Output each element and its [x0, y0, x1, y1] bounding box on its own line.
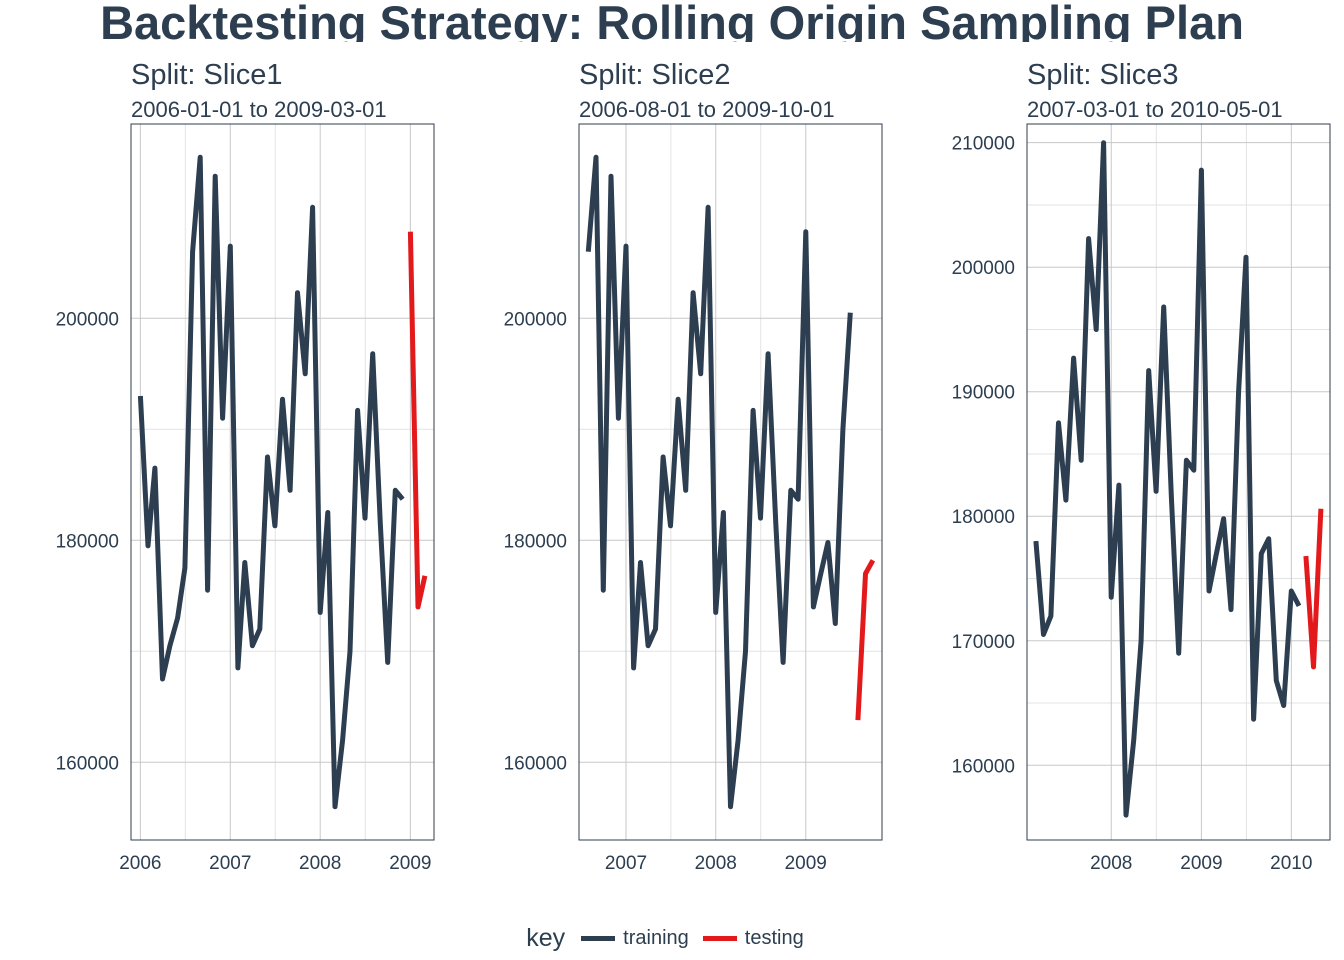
legend-title: key: [526, 923, 566, 952]
legend-label-testing: testing: [744, 926, 804, 949]
y-tick-label: 200000: [952, 258, 1015, 279]
y-tick-label: 190000: [952, 383, 1015, 404]
panel-title: Split: Slice2: [579, 59, 731, 91]
x-tick-label: 2010: [1270, 853, 1312, 874]
legend: key training testing: [0, 918, 1344, 958]
x-tick-label: 2009: [785, 853, 827, 874]
y-tick-label: 200000: [56, 309, 119, 330]
series-line-testing: [855, 559, 876, 721]
x-tick-label: 2007: [605, 853, 647, 874]
x-tick-label: 2007: [209, 853, 251, 874]
series-line-testing: [407, 231, 428, 610]
x-tick-label: 2009: [1180, 853, 1222, 874]
y-tick-label: 160000: [952, 756, 1015, 777]
y-tick-label: 180000: [56, 531, 119, 552]
x-tick-label: 2008: [1090, 853, 1132, 874]
x-tick-label: 2008: [695, 853, 737, 874]
panel-border: [130, 123, 435, 841]
y-tick-label: 210000: [952, 134, 1015, 155]
series-line-training: [137, 154, 405, 810]
legend-item-training: training: [581, 927, 689, 950]
y-tick-label: 180000: [952, 507, 1015, 528]
y-tick-label: 180000: [504, 531, 567, 552]
panel-title: Split: Slice1: [131, 59, 283, 91]
x-tick-label: 2006: [119, 853, 161, 874]
x-tick-label: 2008: [299, 853, 341, 874]
panel-subtitle: 2006-08-01 to 2009-10-01: [579, 97, 835, 122]
x-tick-label: 2009: [389, 853, 431, 874]
panel-subtitle: 2007-03-01 to 2010-05-01: [1027, 97, 1283, 122]
y-tick-label: 160000: [56, 753, 119, 774]
y-tick-label: 200000: [504, 309, 567, 330]
series-line-training: [1033, 140, 1302, 818]
legend-key-testing: [702, 935, 737, 941]
faceted-line-chart: 2006 2007 2008 2009 160000 180000 200000 Split:…: [56, 59, 1331, 874]
chart-title: Backtesting Strategy: Rolling Origin Sam…: [100, 0, 1244, 42]
panel-subtitle: 2006-01-01 to 2009-03-01: [131, 97, 387, 122]
legend-label-training: training: [623, 926, 689, 949]
y-tick-label: 170000: [952, 632, 1015, 653]
y-tick-label: 160000: [504, 753, 567, 774]
series-line-testing: [1303, 508, 1324, 670]
panel-border: [578, 123, 883, 841]
legend-key-training: [581, 935, 616, 941]
legend-item-testing: testing: [702, 926, 804, 950]
panel-border: [1026, 123, 1331, 841]
series-line-training: [585, 154, 853, 810]
panel-title: Split: Slice3: [1027, 59, 1179, 91]
